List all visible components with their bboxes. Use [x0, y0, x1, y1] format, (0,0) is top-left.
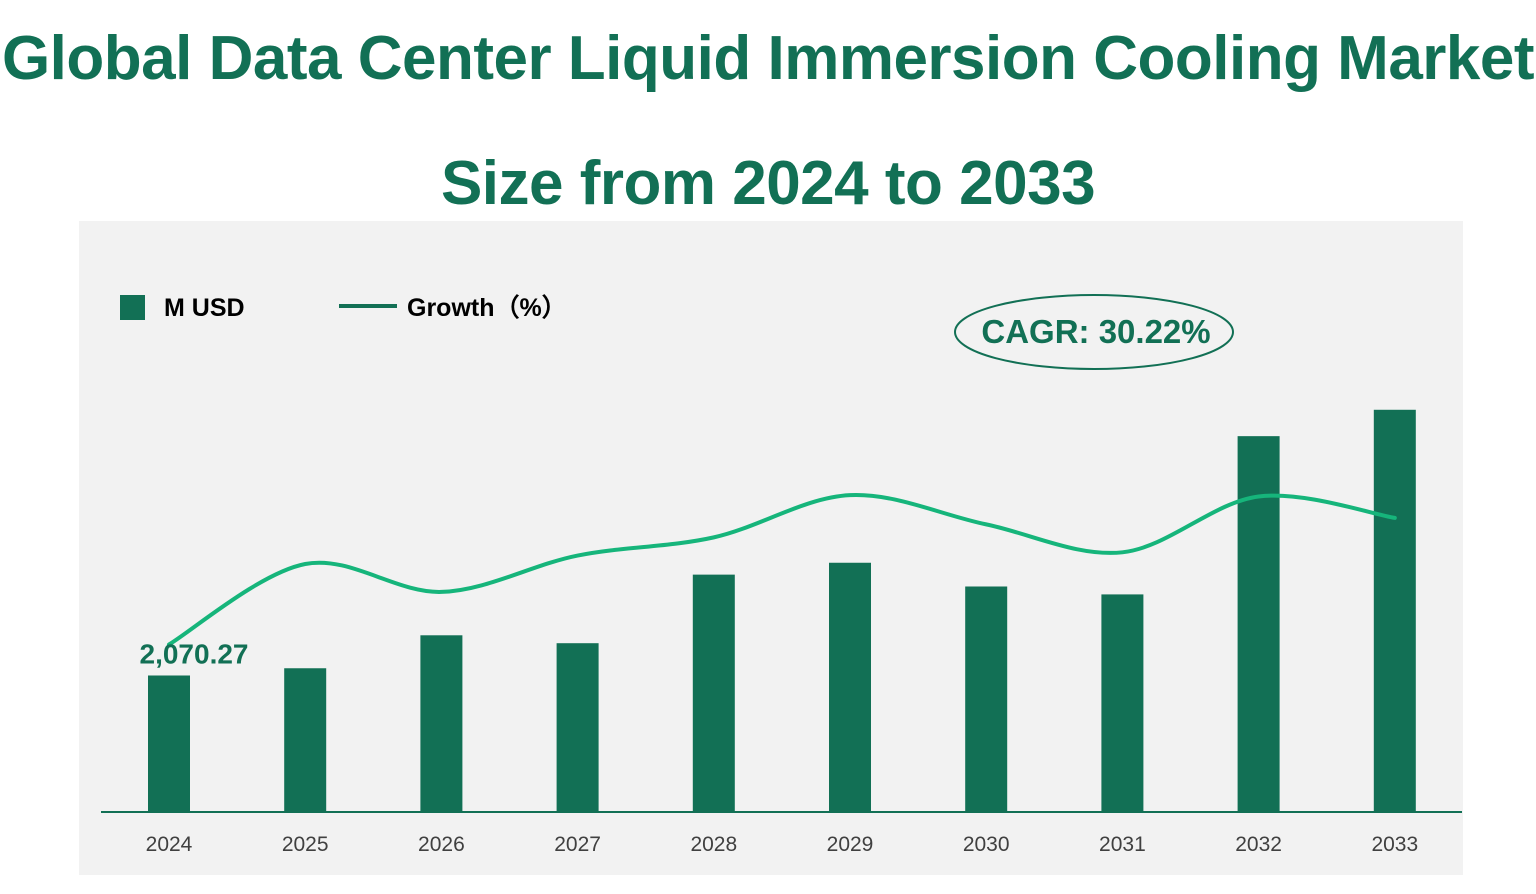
bar-2030	[965, 586, 1008, 812]
growth-line	[167, 493, 1397, 647]
bar-series	[148, 409, 1416, 812]
legend-line-label: Growth（%）	[407, 293, 567, 322]
x-tick-2031: 2031	[1099, 833, 1146, 856]
bar-2029	[829, 562, 871, 812]
bar-2033	[1373, 409, 1416, 812]
data-labels: 2,070.27	[140, 638, 249, 669]
x-tick-2026: 2026	[418, 833, 465, 856]
x-tick-2030: 2030	[963, 833, 1010, 856]
bar-2026	[420, 635, 463, 812]
bar-2027	[556, 643, 599, 812]
cagr-ellipse	[954, 294, 1234, 370]
x-tick-2025: 2025	[282, 833, 329, 856]
bar-2032	[1237, 436, 1280, 812]
x-tick-2024: 2024	[146, 833, 193, 856]
x-tick-2032: 2032	[1235, 833, 1282, 856]
data-label-2024: 2,070.27	[140, 638, 249, 669]
x-tick-labels: 2024 2025 2026 2027 2028 2029 2030 2031 2032 2033	[146, 833, 1419, 856]
chart-title-line-1: Global Data Center Liquid Immersion Cool…	[1, 24, 1535, 93]
x-tick-2033: 2033	[1371, 833, 1418, 856]
bar-2031	[1101, 594, 1144, 812]
x-tick-2027: 2027	[554, 833, 601, 856]
cagr-label: CAGR: 30.22%	[981, 313, 1210, 350]
legend-bar-swatch	[120, 295, 145, 320]
bar-2024	[148, 675, 190, 812]
bar-2025	[284, 668, 327, 812]
x-tick-2028: 2028	[690, 833, 737, 856]
x-tick-2029: 2029	[827, 833, 874, 856]
chart-title-line-2: Size from 2024 to 2033	[440, 149, 1096, 218]
legend-bar-label: M USD	[164, 294, 245, 322]
bar-2028	[692, 574, 735, 812]
